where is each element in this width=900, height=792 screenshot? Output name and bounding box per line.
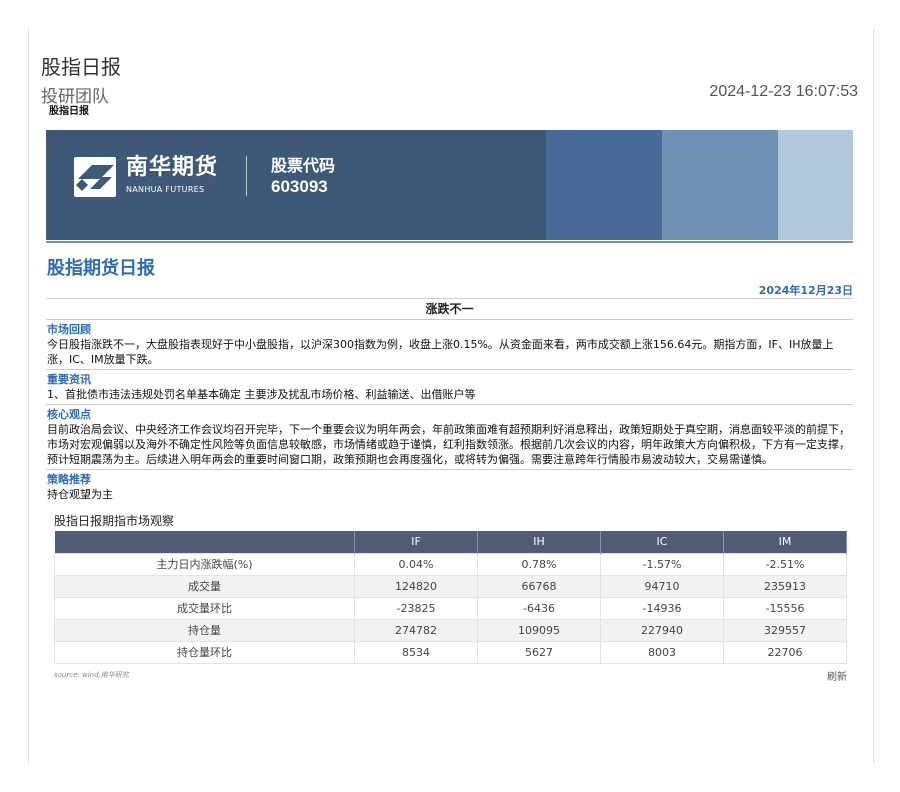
section-body: 今日股指涨跌不一，大盘股指表现好于中小盘股指，以沪深300指数为例，收盘上涨0.… — [47, 338, 834, 366]
column-header: IC — [600, 531, 724, 553]
section-body: 目前政治局会议、中央经济工作会议均召开完毕，下一个重要会议为明年两会，年前政策面… — [47, 423, 850, 466]
stock-code: 603093 — [271, 177, 328, 196]
source-note: source: wind,南华研究 — [54, 671, 129, 679]
table-cell: 5627 — [477, 640, 601, 664]
table-cell: -15556 — [723, 596, 847, 620]
refresh-button[interactable]: 刷新 — [827, 671, 847, 683]
market-table: IF IH IC IM 主力日内涨跌幅(%) 0.04% 0.78% -1.57% -2… — [54, 531, 847, 664]
table-row: 持仓量环比 8534 5627 8003 22706 — [54, 640, 847, 664]
row-label: 持仓量 — [54, 618, 355, 642]
divider — [46, 469, 853, 470]
report-label: 股指日报 — [49, 106, 89, 117]
report-title: 股指期货日报 — [47, 258, 155, 279]
table-row: 成交量 124820 66768 94710 235913 — [54, 574, 847, 598]
banner-underline — [46, 241, 853, 243]
table-footer: source: wind,南华研究 刷新 — [54, 668, 847, 683]
table-cell: 0.78% — [477, 552, 601, 576]
page-border-left — [28, 28, 29, 764]
row-label: 成交量环比 — [54, 596, 355, 620]
banner-block — [662, 130, 778, 240]
page-border-right — [873, 28, 874, 764]
table-cell: -23825 — [354, 596, 478, 620]
table-cell: -1.57% — [600, 552, 724, 576]
table-cell: -2.51% — [723, 552, 847, 576]
timestamp: 2024-12-23 16:07:53 — [709, 83, 858, 100]
table-cell: 124820 — [354, 574, 478, 598]
divider — [46, 404, 853, 405]
row-label: 持仓量环比 — [54, 640, 355, 664]
page-title: 股指日报 — [41, 55, 121, 79]
table-cell: -6436 — [477, 596, 601, 620]
report-body: 股指期货日报 2024年12月23日 涨跌不一 市场回顾 今日股指涨跌不一，大盘… — [46, 257, 853, 703]
brand-name: 南华期货 — [126, 155, 219, 180]
table-cell: 274782 — [354, 618, 478, 642]
table-cell: 109095 — [477, 618, 601, 642]
section-body: 1、首批债市违法违规处罚名单基本确定 主要涉及扰乱市场价格、利益输送、出借账户等 — [47, 388, 476, 401]
table-row: 主力日内涨跌幅(%) 0.04% 0.78% -1.57% -2.51% — [54, 552, 847, 576]
column-header — [54, 531, 355, 553]
column-header: IH — [477, 531, 601, 553]
divider — [246, 156, 247, 196]
table-cell: -14936 — [600, 596, 724, 620]
table-cell: 8534 — [354, 640, 478, 664]
table-title: 股指日报期指市场观察 — [54, 514, 175, 528]
banner-block — [778, 130, 853, 240]
row-label: 成交量 — [54, 574, 355, 598]
section-heading: 市场回顾 — [47, 323, 91, 336]
stock-code-label: 股票代码 — [271, 156, 336, 175]
divider — [46, 298, 853, 299]
brand-name-en: NANHUA FUTURES — [126, 185, 205, 194]
row-label: 主力日内涨跌幅(%) — [54, 552, 355, 576]
table-row: 成交量环比 -23825 -6436 -14936 -15556 — [54, 596, 847, 620]
column-header: IM — [723, 531, 847, 553]
table-cell: 22706 — [723, 640, 847, 664]
table-cell: 227940 — [600, 618, 724, 642]
column-header: IF — [354, 531, 478, 553]
banner: 南华期货 NANHUA FUTURES 股票代码 603093 — [46, 130, 853, 240]
section-heading: 策略推荐 — [47, 473, 91, 486]
headline: 涨跌不一 — [425, 302, 474, 316]
table-header: IF IH IC IM — [54, 531, 847, 553]
table-cell: 0.04% — [354, 552, 478, 576]
section-heading: 重要资讯 — [47, 373, 91, 386]
section-body: 持仓观望为主 — [47, 488, 113, 501]
table-row: 持仓量 274782 109095 227940 329557 — [54, 618, 847, 642]
nanhua-logo-icon — [74, 157, 116, 197]
table-cell: 235913 — [723, 574, 847, 598]
table-cell: 8003 — [600, 640, 724, 664]
divider — [46, 319, 853, 320]
team-name: 投研团队 — [41, 87, 109, 107]
section-heading: 核心观点 — [47, 408, 91, 421]
report-date: 2024年12月23日 — [758, 284, 853, 297]
table-cell: 329557 — [723, 618, 847, 642]
banner-block — [546, 130, 662, 240]
table-cell: 66768 — [477, 574, 601, 598]
divider — [46, 369, 853, 370]
table-cell: 94710 — [600, 574, 724, 598]
